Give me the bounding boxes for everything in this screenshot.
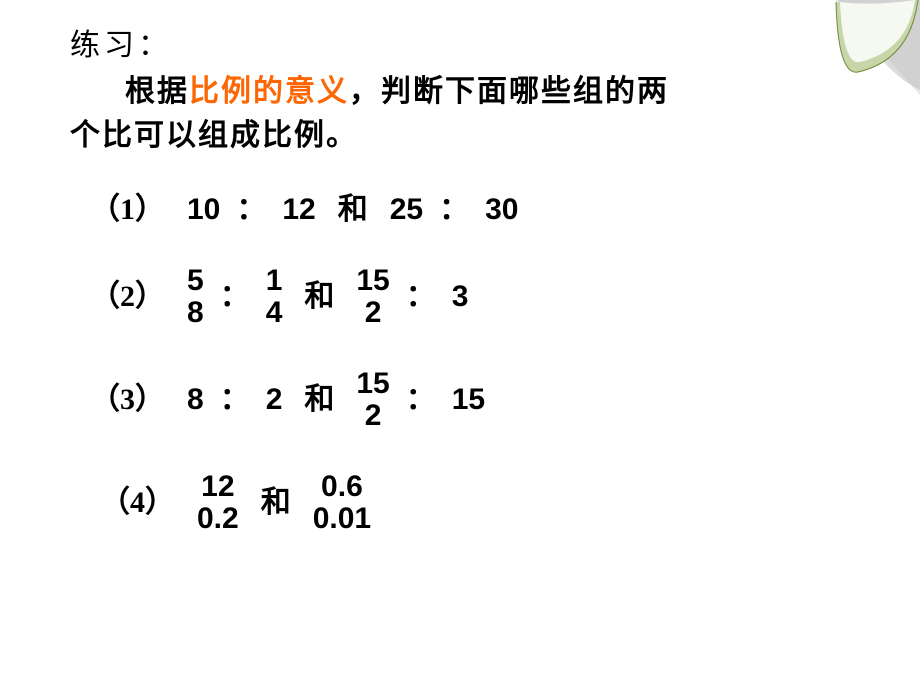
question-post2: 个比可以组成比例。 <box>70 119 358 152</box>
stacked-number: 0.60.01 <box>313 471 371 534</box>
connector-he: 和 <box>304 282 334 312</box>
item-index: （1） <box>90 195 165 225</box>
number: 3 <box>452 282 469 312</box>
exercise-item: （3） 8 ： 2和 152 ： 15 <box>90 368 920 431</box>
exercise-question: 根据比例的意义，判断下面哪些组的两 个比可以组成比例。 <box>70 70 870 157</box>
exercise-item: （2） 58 ： 14 和 152 ： 3 <box>90 265 920 328</box>
exercise-items: （1）10：12和25：30（2）58：14和152：3（3）8：2和152：1… <box>0 167 920 534</box>
number: 2 <box>266 385 283 415</box>
number: 8 <box>187 385 204 415</box>
exercise-title: 练习： <box>70 20 870 64</box>
exercise-item: （1） 10 ： 12 和 25 ： 30 <box>90 195 920 225</box>
item-index: （2） <box>90 282 165 312</box>
colon: ： <box>406 282 436 312</box>
question-highlight: 比例的意义 <box>189 75 349 108</box>
connector-he: 和 <box>304 385 334 415</box>
exercise-header: 练习： 根据比例的意义，判断下面哪些组的两 个比可以组成比例。 <box>0 0 920 167</box>
item-index: （3） <box>90 385 165 415</box>
number: 30 <box>485 195 518 225</box>
stacked-number: 58 <box>187 265 204 328</box>
number: 15 <box>452 385 485 415</box>
exercise-item: （4） 120.2 和 0.60.01 <box>90 471 920 534</box>
stacked-number: 152 <box>356 368 389 431</box>
colon: ： <box>406 385 436 415</box>
stacked-number: 14 <box>266 265 283 328</box>
colon: ： <box>236 195 266 225</box>
connector-he: 和 <box>261 488 291 518</box>
colon: ： <box>439 195 469 225</box>
stacked-number: 120.2 <box>197 471 239 534</box>
item-index: （4） <box>100 488 175 518</box>
number: 10 <box>187 195 220 225</box>
colon: ： <box>220 385 250 415</box>
question-post1: ，判断下面哪些组的两 <box>349 75 669 108</box>
number: 12 <box>282 195 315 225</box>
connector-he: 和 <box>338 195 368 225</box>
question-pre: 根据 <box>125 75 189 108</box>
colon: ： <box>220 282 250 312</box>
stacked-number: 152 <box>356 265 389 328</box>
page-curl-decoration <box>810 0 920 95</box>
number: 25 <box>390 195 423 225</box>
